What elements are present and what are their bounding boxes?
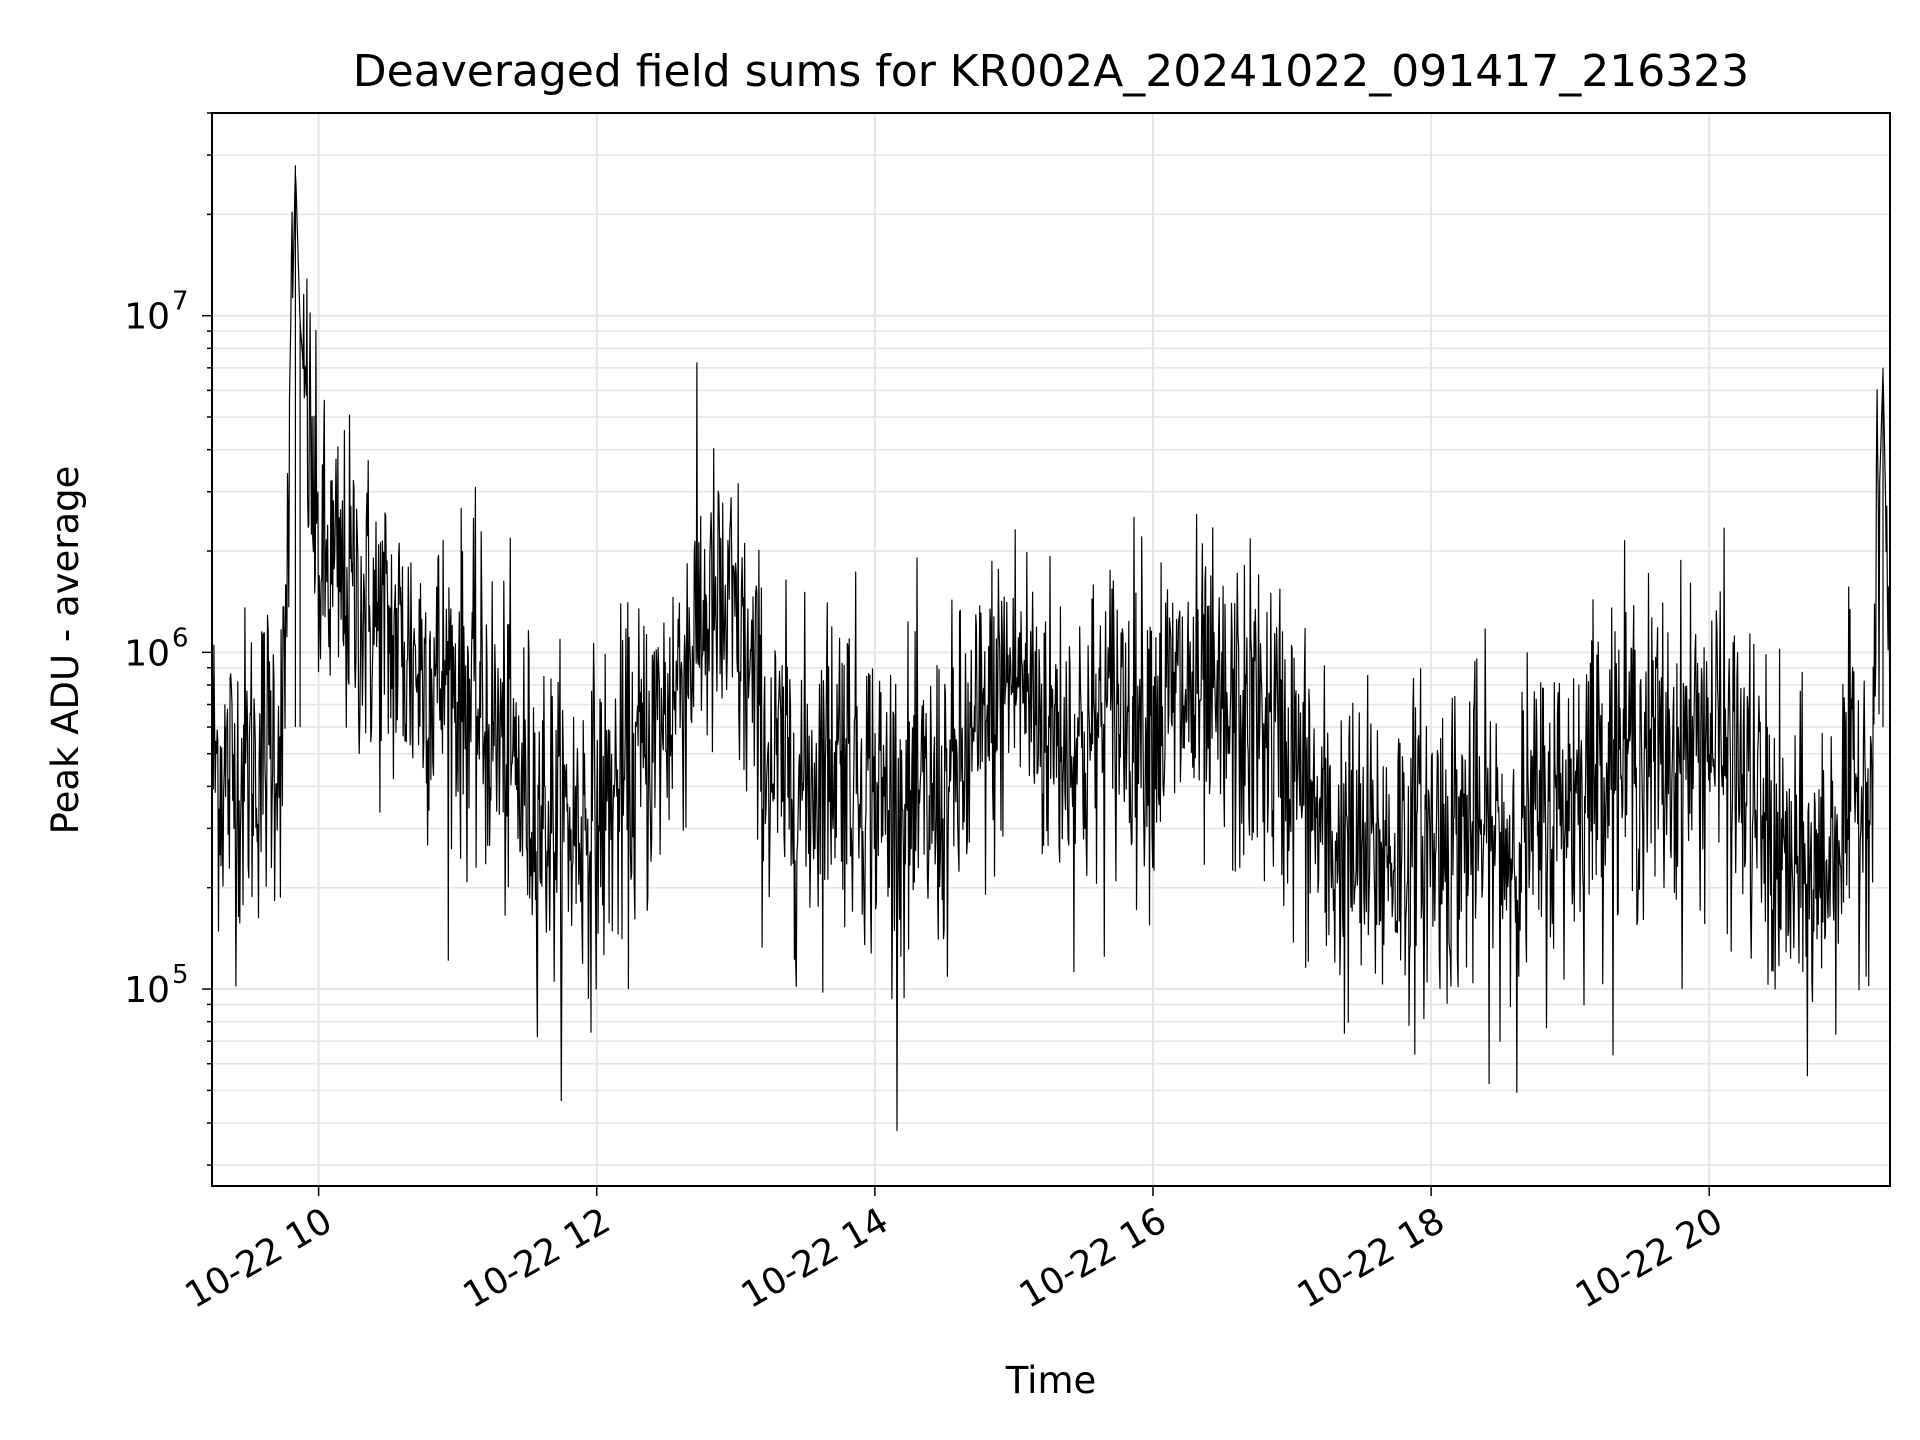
grid bbox=[212, 112, 1890, 1186]
y-tick-exponent: 7 bbox=[172, 287, 189, 317]
y-tick-exponent: 6 bbox=[172, 623, 189, 653]
y-axis-label: Peak ADU - average bbox=[44, 466, 87, 835]
chart-title: Deaveraged field sums for KR002A_2024102… bbox=[353, 46, 1749, 97]
y-tick-exponent: 5 bbox=[172, 960, 189, 990]
y-tick-label: 10 bbox=[124, 970, 170, 1011]
plot-frame bbox=[211, 112, 1891, 1187]
y-tick-label: 10 bbox=[124, 297, 170, 338]
y-tick-label: 10 bbox=[124, 633, 170, 674]
x-axis-label: Time bbox=[1005, 1359, 1097, 1402]
series-line bbox=[211, 165, 1891, 1131]
series bbox=[211, 165, 1891, 1131]
